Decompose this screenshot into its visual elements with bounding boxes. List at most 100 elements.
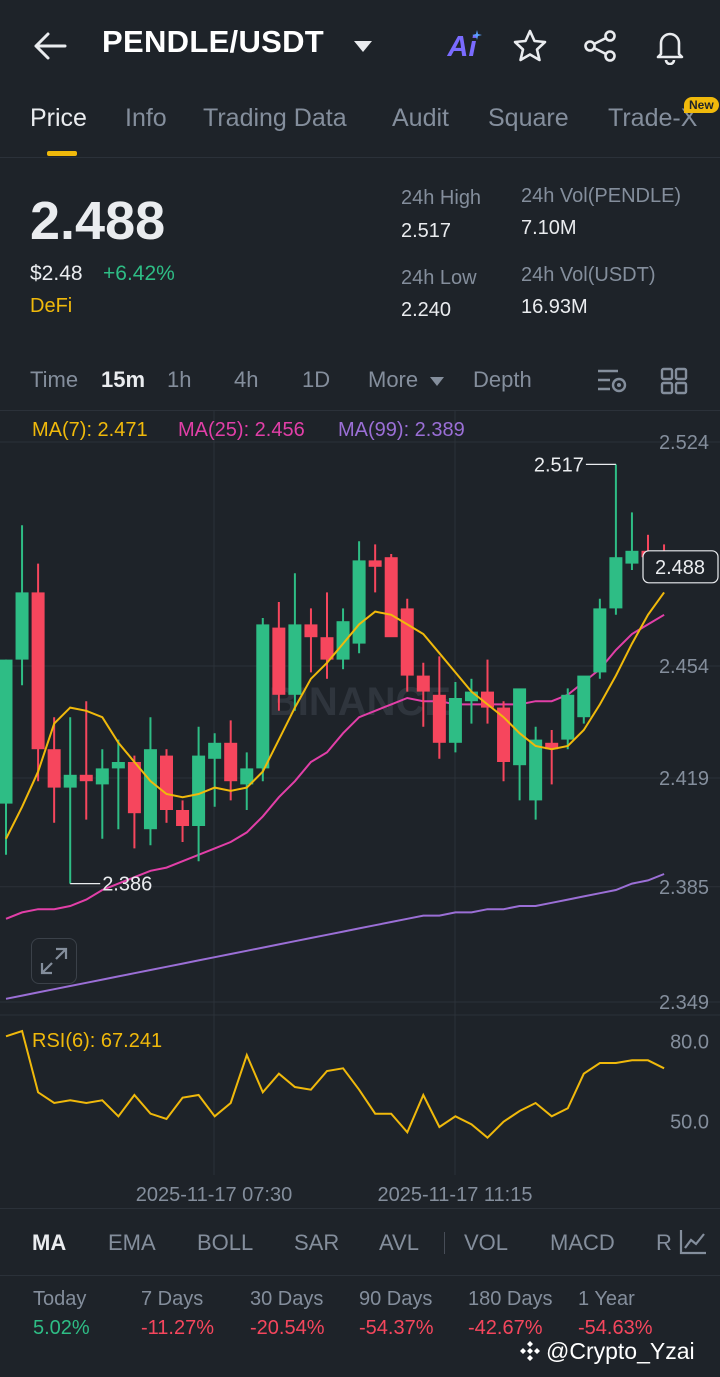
chart-bottom-divider <box>0 1208 720 1209</box>
interval-depth[interactable]: Depth <box>473 367 532 392</box>
indicator-boll[interactable]: BOLL <box>197 1230 254 1255</box>
y-tick-label: 2.454 <box>659 656 709 678</box>
last-price: 2.488 <box>30 191 166 251</box>
ai-icon[interactable]: Ai <box>440 26 484 68</box>
candle <box>127 755 141 849</box>
ma25-legend: MA(25): 2.456 <box>178 419 305 441</box>
indicator-ma[interactable]: MA <box>32 1230 67 1255</box>
last-price-label: 2.488 <box>655 557 705 579</box>
layout-grid-icon[interactable] <box>656 364 692 398</box>
vol-quote-label: 24h Vol(USDT) <box>521 264 656 286</box>
low-marker-label: 2.386 <box>102 874 152 896</box>
candle <box>304 608 318 673</box>
high-value: 2.517 <box>401 220 452 242</box>
candle <box>111 739 125 830</box>
candle <box>416 662 430 727</box>
indicator-sar[interactable]: SAR <box>294 1230 340 1255</box>
tab-info[interactable]: Info <box>125 104 167 132</box>
rsi-legend: RSI(6): 67.241 <box>32 1030 162 1052</box>
notification-bell-icon[interactable] <box>648 24 692 68</box>
rsi-tick-label: 50.0 <box>670 1112 709 1134</box>
pair-dropdown-caret-icon[interactable] <box>352 36 374 56</box>
tab-trading-data[interactable]: Trading Data <box>203 104 347 132</box>
more-caret-icon[interactable] <box>428 374 446 388</box>
back-arrow-icon[interactable] <box>28 26 72 66</box>
indicator-ema[interactable]: EMA <box>108 1230 156 1255</box>
tab-trade-x[interactable]: Trade-X <box>608 104 698 132</box>
candle <box>240 752 254 810</box>
perf-value-90d: -54.37% <box>359 1317 434 1339</box>
candle <box>224 720 238 801</box>
candle <box>63 717 77 884</box>
candle <box>47 717 61 823</box>
candle <box>208 733 222 807</box>
high-label: 24h High <box>401 187 482 209</box>
candle <box>256 618 270 782</box>
pair-title[interactable]: PENDLE/USDT <box>102 24 325 59</box>
perf-value-30d: -20.54% <box>250 1317 325 1339</box>
category-tag[interactable]: DeFi <box>30 295 73 317</box>
indicator-rsi-truncated[interactable]: R <box>656 1230 672 1255</box>
y-tick-label: 2.524 <box>659 432 709 454</box>
candle <box>513 688 527 801</box>
indicator-vol[interactable]: VOL <box>464 1230 509 1255</box>
candle <box>481 659 494 724</box>
interval-1h[interactable]: 1h <box>167 367 192 392</box>
interval-1d[interactable]: 1D <box>302 367 331 392</box>
candle <box>625 512 639 570</box>
candle <box>272 602 286 711</box>
candle <box>336 608 350 670</box>
candle <box>561 688 575 750</box>
ma99-legend: MA(99): 2.389 <box>338 419 465 441</box>
ma99-line <box>5 873 665 1000</box>
interval-more[interactable]: More <box>368 367 419 392</box>
tab-audit[interactable]: Audit <box>392 104 449 132</box>
tab-price[interactable]: Price <box>30 104 87 132</box>
tabs-divider <box>0 157 720 158</box>
new-badge: New <box>684 97 719 113</box>
candle <box>609 464 623 615</box>
chart-settings-icon[interactable] <box>594 364 630 398</box>
fullscreen-expand-icon[interactable] <box>31 938 77 984</box>
candle <box>593 598 607 679</box>
ma25-line <box>5 613 665 920</box>
share-icon[interactable] <box>578 24 622 68</box>
perf-label-90d: 90 Days <box>359 1288 433 1310</box>
interval-time[interactable]: Time <box>30 367 79 392</box>
perf-value-1y: -54.63% <box>578 1317 653 1339</box>
vol-base-value: 7.10M <box>521 217 577 239</box>
perf-label-7d: 7 Days <box>141 1288 204 1310</box>
active-tab-indicator <box>47 151 77 156</box>
indicator-avl[interactable]: AVL <box>379 1230 419 1255</box>
ai-label: Ai <box>447 30 477 63</box>
low-value: 2.240 <box>401 299 452 321</box>
interval-4h[interactable]: 4h <box>234 367 259 392</box>
y-tick-label: 2.349 <box>659 992 709 1014</box>
candle <box>464 678 478 724</box>
indicator-settings-icon[interactable] <box>674 1226 712 1258</box>
interval-15m[interactable]: 15m <box>101 367 146 392</box>
y-tick-label: 2.419 <box>659 768 709 790</box>
perf-value-7d: -11.27% <box>141 1317 215 1339</box>
candle <box>545 730 559 785</box>
rsi-line <box>5 1029 665 1140</box>
favorite-star-icon[interactable] <box>508 24 552 68</box>
candle <box>352 541 366 654</box>
indicator-macd[interactable]: MACD <box>550 1230 615 1255</box>
price-change-percent: +6.42% <box>103 262 175 285</box>
low-label: 24h Low <box>401 267 477 289</box>
candle <box>320 592 334 679</box>
perf-value-180d: -42.67% <box>468 1317 543 1339</box>
perf-label-1y: 1 Year <box>578 1288 635 1310</box>
candle <box>400 598 414 692</box>
candle <box>15 525 29 686</box>
rsi-tick-label: 80.0 <box>670 1032 709 1054</box>
perf-label-180d: 180 Days <box>468 1288 553 1310</box>
candle <box>288 573 302 711</box>
tab-square[interactable]: Square <box>488 104 569 132</box>
perf-label-30d: 30 Days <box>250 1288 324 1310</box>
chart-grid <box>0 410 720 1175</box>
x-axis-labels: 2025-11-17 07:30 2025-11-17 11:15 <box>136 1184 533 1206</box>
usd-price: $2.48 <box>30 262 83 285</box>
